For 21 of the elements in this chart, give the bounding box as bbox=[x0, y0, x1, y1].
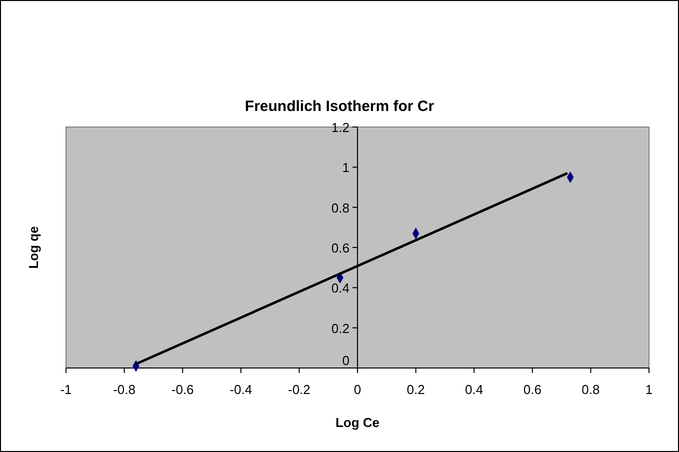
y-tick-label: 1 bbox=[342, 160, 350, 176]
x-axis-title: Log Ce bbox=[335, 415, 380, 430]
x-tick-label: 0 bbox=[354, 382, 362, 397]
x-tick-label: -1 bbox=[60, 382, 72, 397]
y-tick-label: 1.2 bbox=[331, 120, 350, 135]
y-tick-label: 0.8 bbox=[331, 200, 350, 216]
x-tick-label: 0.8 bbox=[582, 382, 600, 397]
y-axis-title: Log qe bbox=[26, 226, 41, 269]
x-tick-label: 0.6 bbox=[523, 382, 542, 397]
chart-title: Freundlich Isotherm for Cr bbox=[244, 98, 434, 115]
x-tick-label: 1 bbox=[645, 382, 653, 397]
x-tick-label: -0.4 bbox=[230, 382, 252, 397]
x-tick-label: -0.6 bbox=[171, 382, 194, 397]
x-tick-label: 0.2 bbox=[406, 382, 425, 397]
x-tick-label: 0.4 bbox=[465, 382, 484, 397]
y-tick-label: 0 bbox=[342, 353, 350, 368]
y-tick-label: 0.6 bbox=[331, 240, 350, 256]
x-tick-label: -0.8 bbox=[113, 382, 136, 397]
y-tick-label: 0.2 bbox=[331, 320, 350, 336]
x-tick-label: -0.2 bbox=[288, 382, 310, 397]
y-tick-label: 0.4 bbox=[331, 280, 350, 296]
